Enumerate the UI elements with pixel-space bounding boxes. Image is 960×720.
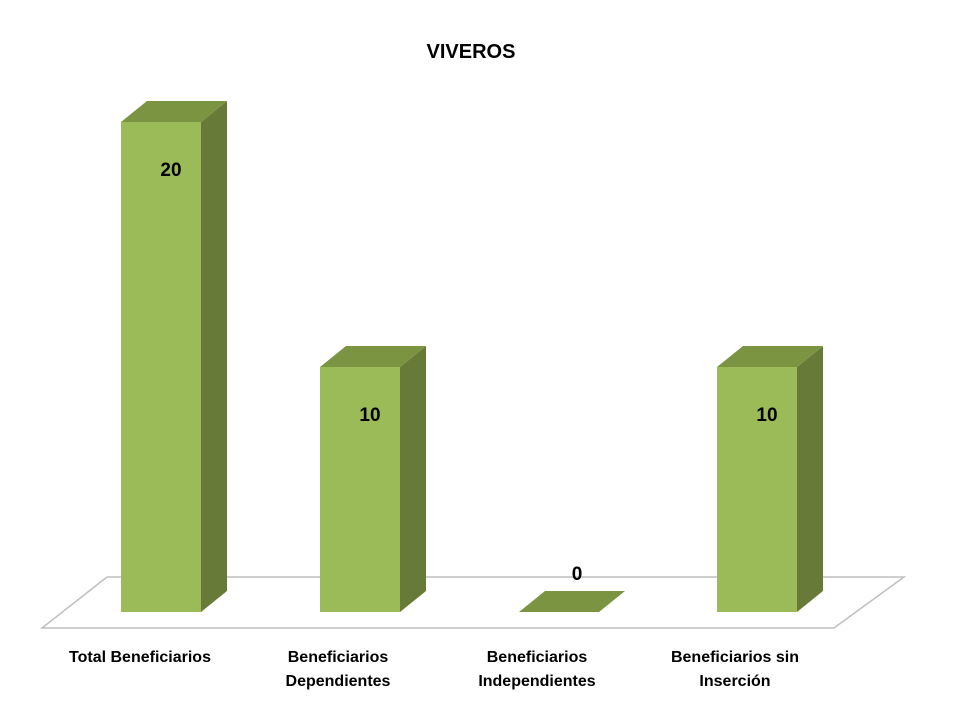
bar	[717, 346, 823, 612]
chart-floor	[39, 576, 907, 629]
bar-top	[519, 591, 625, 612]
bar-side	[201, 101, 227, 612]
bar	[121, 101, 227, 612]
bar	[519, 591, 625, 612]
category-label: Beneficiarios sin Inserción	[671, 649, 799, 690]
data-label: 10	[359, 405, 380, 426]
bar-top	[121, 101, 227, 122]
bar-front	[121, 122, 201, 612]
bar-top	[320, 346, 426, 367]
bar-top	[717, 346, 823, 367]
bar-side	[400, 346, 426, 612]
data-labels-group: 20 10 0 10	[160, 160, 777, 585]
category-labels-group: Total Beneficiarios Beneficiarios Dependie…	[69, 649, 799, 690]
category-label: Total Beneficiarios	[69, 649, 211, 666]
category-label: Beneficiarios Independientes	[478, 649, 595, 690]
bar-side	[797, 346, 823, 612]
category-label: Beneficiarios Dependientes	[286, 649, 391, 690]
bar	[320, 346, 426, 612]
data-label: 0	[572, 564, 583, 585]
chart-title: VIVEROS	[427, 41, 516, 63]
data-label: 10	[756, 405, 777, 426]
bar-front	[320, 367, 400, 612]
bar-front	[717, 367, 797, 612]
data-label: 20	[160, 160, 181, 181]
bars-group	[121, 101, 823, 612]
